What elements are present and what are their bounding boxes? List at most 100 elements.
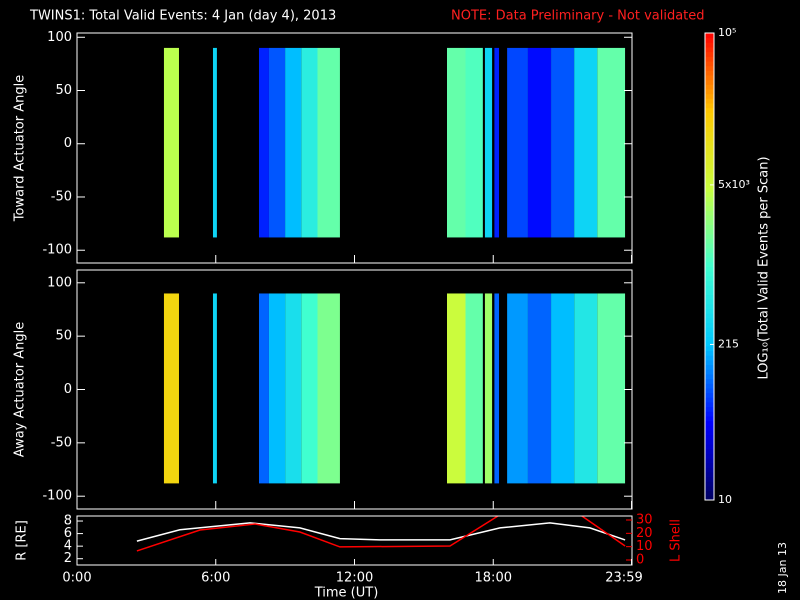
heatmap-cell <box>447 293 466 484</box>
colorbar-cell <box>705 448 714 454</box>
colorbar-tick-label: 5x10³ <box>718 178 750 191</box>
colorbar-cell <box>705 327 714 333</box>
colorbar-cell <box>705 401 714 408</box>
colorbar-tick-label: 10⁵ <box>718 26 736 39</box>
colorbar-cell <box>705 467 714 473</box>
y2-tick-label: 30 <box>636 513 653 528</box>
colorbar-cell <box>705 495 714 501</box>
colorbar-cell <box>705 345 714 352</box>
colorbar-cell <box>705 443 714 450</box>
heatmap-cell <box>317 293 340 484</box>
colorbar-cell <box>705 93 714 99</box>
y2-tick-label: 20 <box>636 526 653 541</box>
heatmap-cell <box>285 47 302 238</box>
plot-area <box>136 516 626 552</box>
colorbar-cell <box>705 373 714 380</box>
colorbar-cell <box>705 201 714 207</box>
heatmap-cell <box>268 293 286 484</box>
heatmap-cell <box>527 293 552 484</box>
y-tick-label: 0 <box>64 136 72 151</box>
colorbar-cell <box>705 149 714 155</box>
y-tick-label: 100 <box>47 275 72 290</box>
y-tick-label: 50 <box>55 329 72 344</box>
colorbar-cell <box>705 425 714 431</box>
heatmap-cell <box>163 293 179 484</box>
colorbar-cell <box>705 210 714 216</box>
colorbar-cell <box>705 317 714 324</box>
colorbar-cell <box>705 490 714 496</box>
heatmap-cell <box>597 293 626 484</box>
colorbar-cell <box>705 341 714 347</box>
colorbar-cell <box>705 434 714 440</box>
colorbar-cell <box>705 177 714 183</box>
colorbar-cell <box>705 485 714 492</box>
colorbar-cell <box>705 383 714 389</box>
y2-tick-label: 0 <box>636 553 644 568</box>
y-axis-label: L Shell <box>669 519 684 562</box>
colorbar-cell <box>705 247 714 253</box>
x-tick-label: 0:00 <box>62 571 91 586</box>
colorbar-cell <box>705 42 714 48</box>
colorbar-cell <box>705 331 714 338</box>
colorbar-cell <box>705 182 714 188</box>
colorbar-cell <box>705 308 714 314</box>
heatmap-cell <box>268 47 286 238</box>
colorbar-cell <box>705 159 714 165</box>
y-tick-label: -100 <box>42 489 72 504</box>
colorbar-cell <box>705 387 714 394</box>
colorbar-cell <box>705 261 714 267</box>
colorbar-cell <box>705 289 714 296</box>
colorbar-cell <box>705 429 714 436</box>
heatmap-cell <box>551 293 575 484</box>
series-line <box>136 522 626 542</box>
date-stamp: 18 Jan 13 <box>776 542 789 594</box>
colorbar-cell <box>705 406 714 412</box>
colorbar-cell <box>705 70 714 76</box>
y-tick-label: 100 <box>47 30 72 45</box>
colorbar-cell <box>705 411 714 417</box>
y-tick-label: 4 <box>64 539 72 554</box>
colorbar-cell <box>705 355 714 361</box>
y-axis-label: Toward Actuator Angle <box>13 75 28 222</box>
heatmap-cell <box>212 47 217 238</box>
colorbar-cell <box>705 107 714 113</box>
colorbar-frame <box>704 32 715 501</box>
colorbar-cell <box>705 84 714 90</box>
colorbar-cell <box>705 471 714 478</box>
colorbar-cell <box>705 285 714 291</box>
colorbar-cell <box>705 215 714 221</box>
colorbar-cell <box>705 415 714 422</box>
colorbar-cell <box>705 457 714 464</box>
colorbar-cell <box>705 121 714 127</box>
heatmap-cell <box>551 47 575 238</box>
y-tick-label: -50 <box>51 189 72 204</box>
x-tick-label: 12:00 <box>336 571 373 586</box>
heatmap-cell <box>465 293 483 484</box>
colorbar-cell <box>705 369 714 375</box>
colorbar-cell <box>705 154 714 160</box>
colorbar-cell <box>705 140 714 146</box>
colorbar-cell <box>705 275 714 282</box>
colorbar-cell <box>705 173 714 179</box>
colorbar-cell <box>705 243 714 249</box>
x-axis-label: Time (UT) <box>314 586 379 600</box>
heatmap-cell <box>507 293 528 484</box>
colorbar-cell <box>705 378 714 384</box>
colorbar-cell <box>705 37 714 43</box>
colorbar-cell <box>705 294 714 300</box>
colorbar-tick-label: 10 <box>718 493 732 506</box>
colorbar-cell <box>705 47 714 53</box>
y-tick-label: 8 <box>64 514 72 529</box>
colorbar-cell <box>705 219 714 225</box>
colorbar-cell <box>705 280 714 286</box>
y-axis-label: R [RE] <box>15 520 30 561</box>
colorbar-cell <box>705 117 714 123</box>
heatmap-cell <box>258 293 269 484</box>
colorbar-cell <box>705 350 714 356</box>
colorbar-cell <box>705 439 714 445</box>
colorbar-label: LOG₁₀(Total Valid Events per Scan) <box>757 156 772 379</box>
colorbar-cell <box>705 322 714 328</box>
colorbar-cell <box>705 187 714 193</box>
colorbar-cell <box>705 168 714 174</box>
